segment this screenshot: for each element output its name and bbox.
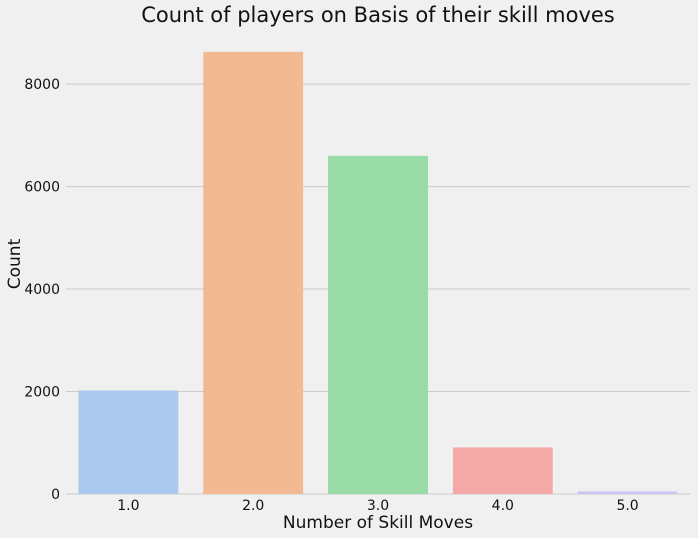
bars bbox=[78, 51, 678, 494]
x-axis-label: Number of Skill Moves bbox=[283, 513, 473, 533]
bar-2-0 bbox=[203, 51, 304, 494]
y-tick-label: 2000 bbox=[24, 385, 60, 401]
x-tick-label: 4.0 bbox=[492, 498, 514, 514]
bar-1-0 bbox=[78, 390, 179, 494]
bar-5-0 bbox=[577, 491, 678, 494]
bar-4-0 bbox=[452, 447, 553, 494]
x-tick-label: 3.0 bbox=[367, 498, 389, 514]
chart-title: Count of players on Basis of their skill… bbox=[141, 3, 614, 27]
x-tick-label: 2.0 bbox=[242, 498, 264, 514]
y-tick-label: 0 bbox=[51, 487, 60, 503]
x-tick-labels: 1.0 2.0 3.0 4.0 5.0 bbox=[117, 498, 638, 514]
y-tick-label: 6000 bbox=[24, 180, 60, 196]
x-tick-label: 5.0 bbox=[616, 498, 638, 514]
y-tick-label: 4000 bbox=[24, 282, 60, 298]
y-tick-labels: 0 2000 4000 6000 8000 bbox=[24, 77, 60, 503]
x-tick-label: 1.0 bbox=[117, 498, 139, 514]
y-tick-label: 8000 bbox=[24, 77, 60, 93]
bar-3-0 bbox=[328, 155, 428, 494]
y-axis-label: Count bbox=[5, 238, 25, 289]
